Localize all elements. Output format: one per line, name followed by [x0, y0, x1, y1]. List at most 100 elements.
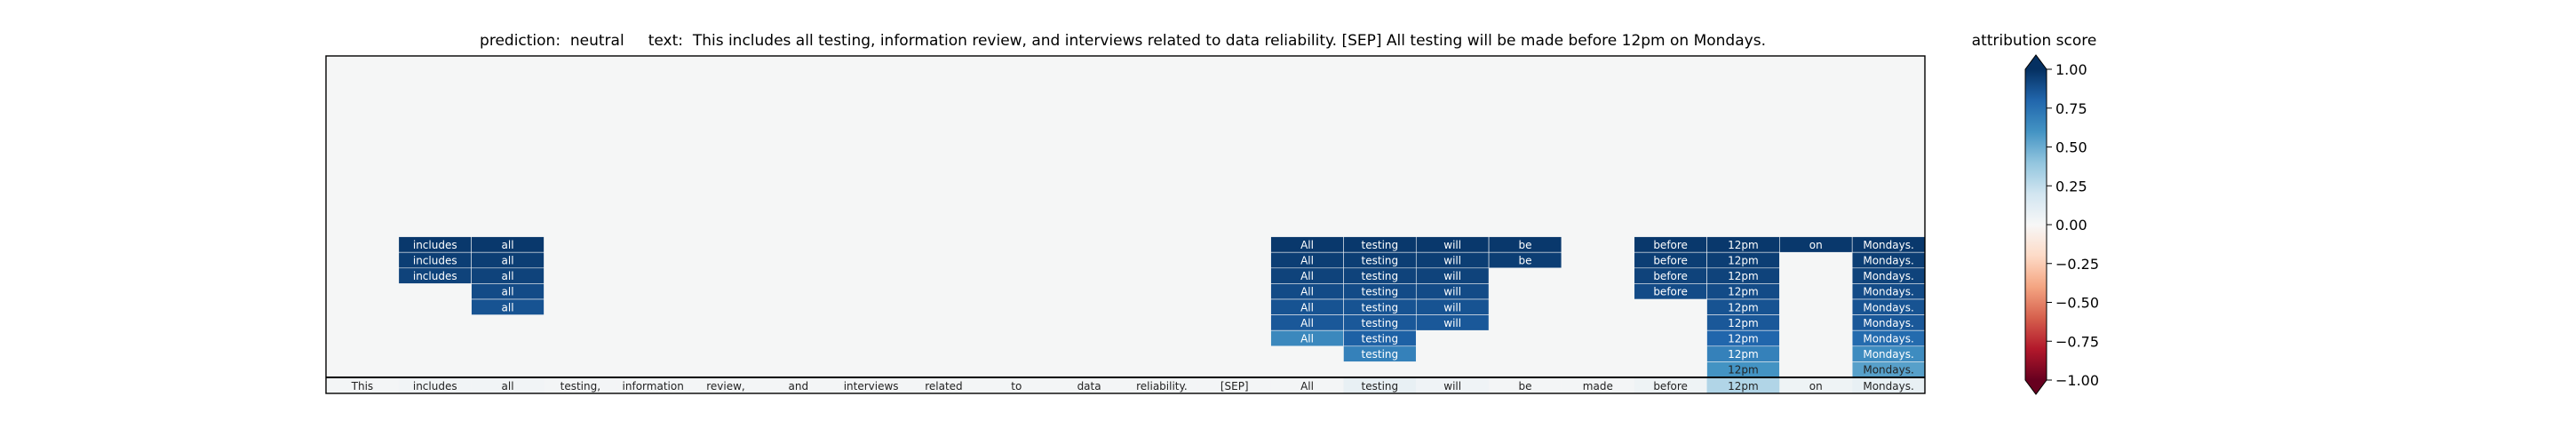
cell-label: 12pm: [1728, 333, 1759, 345]
cell-label: All: [1300, 286, 1314, 298]
cell-label: all: [502, 301, 514, 313]
cell-label: will: [1443, 286, 1461, 298]
cell-label: All: [1300, 333, 1314, 345]
heatmap-background: [326, 56, 1925, 393]
colorbar-tick-label: −0.25: [2055, 256, 2099, 273]
cell-label: testing: [1362, 317, 1399, 329]
cell-label: testing: [1362, 333, 1399, 345]
cell-label: will: [1443, 255, 1461, 267]
colorbar-tick-label: −1.00: [2055, 372, 2099, 389]
token-label: to: [1011, 380, 1022, 392]
colorbar-extend-max: [2025, 55, 2047, 69]
cell-label: All: [1300, 270, 1314, 282]
token-label: be: [1519, 380, 1532, 392]
cell-label: Mondays.: [1863, 317, 1913, 329]
base-token-cell: [1852, 378, 1925, 393]
cell-label: testing: [1362, 301, 1399, 313]
token-label: Mondays.: [1863, 380, 1913, 392]
cell-label: Mondays.: [1863, 301, 1913, 313]
cell-label: all: [502, 239, 514, 251]
prediction-label: prediction:: [480, 32, 561, 50]
cell-label: Mondays.: [1863, 348, 1913, 361]
colorbar-gradient: [2025, 69, 2047, 380]
token-label: 12pm: [1728, 380, 1759, 392]
token-label: includes: [413, 380, 457, 392]
colorbar-tick-label: 0.75: [2055, 100, 2087, 117]
token-label: interviews: [844, 380, 899, 392]
base-token-cell: [907, 378, 981, 393]
cell-label: testing: [1362, 239, 1399, 251]
token-label: This: [351, 380, 374, 392]
token-label: information: [623, 380, 684, 392]
base-token-cell: [1270, 378, 1344, 393]
cell-label: 12pm: [1728, 270, 1759, 282]
base-token-cell: [761, 378, 835, 393]
base-token-cell: [1125, 378, 1198, 393]
base-token-cell: [1634, 378, 1707, 393]
cell-label: testing: [1362, 348, 1399, 361]
base-token-cell: [689, 378, 762, 393]
cell-label: Mondays.: [1863, 255, 1913, 267]
cell-label: on: [1809, 239, 1823, 251]
cell-label: will: [1443, 301, 1461, 313]
colorbar: 1.00 0.75 0.50 0.25 0.00 −0.25 −0.50 −0.75 −1.00: [2024, 54, 2099, 395]
cell-label: testing: [1362, 270, 1399, 282]
cell-label: Mondays.: [1863, 333, 1913, 345]
base-token-cell: [398, 378, 472, 393]
cell-label: 12pm: [1728, 317, 1759, 329]
cell-label: before: [1653, 286, 1688, 298]
colorbar-title: attribution score: [1971, 32, 2097, 50]
base-token-cell: [1416, 378, 1490, 393]
cell-label: be: [1519, 239, 1532, 251]
colorbar-extend-min: [2025, 380, 2047, 394]
token-label: data: [1077, 380, 1101, 392]
heatmap-cell: [1415, 314, 1490, 331]
colorbar-tick-label: −0.50: [2055, 295, 2099, 312]
cell-label: will: [1443, 270, 1461, 282]
base-token-cell: [616, 378, 690, 393]
base-token-cell: [1489, 378, 1562, 393]
cell-label: All: [1300, 239, 1314, 251]
base-token-cell: [544, 378, 617, 393]
heatmap-cell: [471, 298, 545, 315]
cell-label: all: [502, 255, 514, 267]
text-label: text:: [648, 32, 683, 50]
token-label: made: [1583, 380, 1613, 392]
token-label: will: [1443, 380, 1461, 392]
token-label: all: [502, 380, 514, 392]
heatmap-cell: [1488, 251, 1562, 269]
cell-label: 12pm: [1728, 255, 1759, 267]
cell-label: includes: [413, 239, 457, 251]
colorbar-tick-label: −0.75: [2055, 333, 2099, 350]
token-label: All: [1300, 380, 1314, 392]
cell-label: All: [1300, 301, 1314, 313]
cell-label: Mondays.: [1863, 239, 1913, 251]
base-token-cell: [1197, 378, 1271, 393]
base-token-cell: [1053, 378, 1125, 393]
cell-label: Mondays.: [1863, 286, 1913, 298]
base-token-cell: [471, 378, 545, 393]
cell-label: all: [502, 286, 514, 298]
base-token-cell: [1706, 378, 1780, 393]
colorbar-tick-label: 0.25: [2055, 178, 2087, 194]
cell-label: testing: [1362, 286, 1399, 298]
cell-label: 12pm: [1728, 286, 1759, 298]
base-token-cell: [834, 378, 908, 393]
cell-label: includes: [413, 255, 457, 267]
base-token-cell: [326, 378, 399, 393]
cell-label: 12pm: [1728, 348, 1759, 361]
cell-label: before: [1653, 270, 1688, 282]
cell-label: before: [1653, 239, 1688, 251]
chart-title: prediction: neutral text: This includes …: [323, 32, 1922, 50]
prediction-value: neutral: [569, 32, 624, 50]
cell-label: All: [1300, 317, 1314, 329]
token-label: related: [925, 380, 962, 392]
cell-label: be: [1519, 255, 1532, 267]
base-token-cell: [1779, 378, 1853, 393]
cell-label: testing: [1362, 255, 1399, 267]
colorbar-tick-label: 1.00: [2055, 61, 2087, 78]
token-label: [SEP]: [1220, 380, 1249, 392]
token-label: and: [789, 380, 809, 392]
token-label: testing,: [561, 380, 600, 392]
base-token-cell: [1343, 378, 1417, 393]
